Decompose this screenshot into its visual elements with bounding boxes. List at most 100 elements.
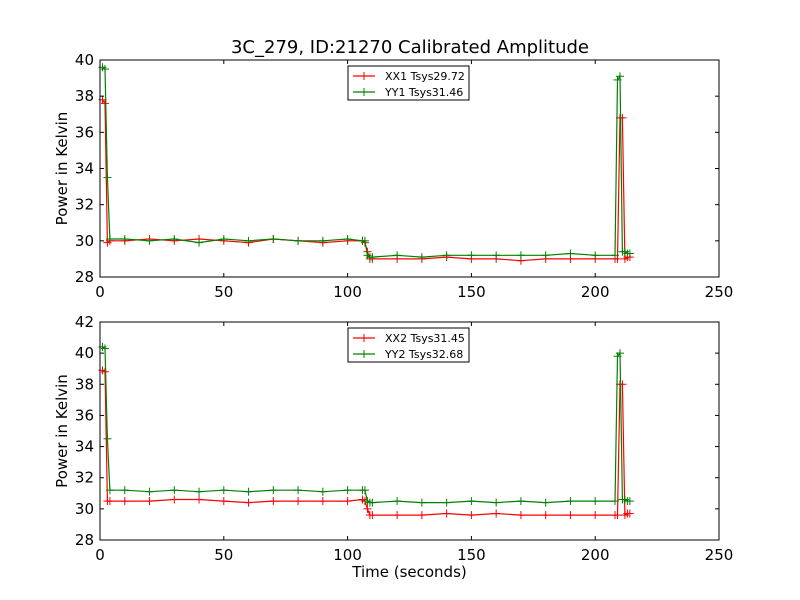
- legend-box: [347, 327, 470, 363]
- x-tick-label: 100: [333, 546, 362, 564]
- data-point: [625, 497, 634, 506]
- data-point: [294, 486, 303, 495]
- data-point: [343, 486, 352, 495]
- data-point: [219, 235, 228, 244]
- data-point: [625, 509, 634, 518]
- data-point: [467, 497, 476, 506]
- y-tick-label: 34: [75, 160, 94, 178]
- data-point: [541, 498, 550, 507]
- data-point: [294, 497, 303, 506]
- x-axis-label: Time (seconds): [351, 563, 467, 581]
- data-point: [611, 251, 620, 260]
- data-point: [368, 498, 377, 507]
- data-point: [516, 511, 525, 520]
- x-tick-label: 250: [705, 546, 734, 564]
- y-tick-label: 36: [75, 123, 94, 141]
- legend-box: [347, 65, 470, 101]
- data-point: [170, 495, 179, 504]
- data-point: [120, 497, 129, 506]
- data-point: [442, 498, 451, 507]
- data-point: [105, 235, 114, 244]
- data-point: [393, 251, 402, 260]
- data-point: [103, 434, 112, 443]
- axes-frame: [99, 321, 720, 541]
- data-point: [195, 487, 204, 496]
- data-point: [195, 495, 204, 504]
- data-point: [318, 236, 327, 245]
- data-point: [541, 511, 550, 520]
- chart-panel-bottom: 0 50 100 150 200 250 28 30 32 34 36 38 40 42 Power in …: [53, 313, 733, 581]
- data-point: [368, 253, 377, 262]
- legend-entry-label: YY2 Tsys32.68: [384, 348, 463, 361]
- y-tick-label: 40: [75, 344, 94, 362]
- data-point: [269, 497, 278, 506]
- data-point: [269, 486, 278, 495]
- data-point: [269, 235, 278, 244]
- data-point: [244, 236, 253, 245]
- series-line-1: [102, 99, 630, 262]
- data-point: [541, 251, 550, 260]
- data-point: [611, 497, 620, 506]
- data-point: [318, 497, 327, 506]
- data-point: [566, 511, 575, 520]
- data-point: [417, 511, 426, 520]
- data-point: [120, 235, 129, 244]
- data-point: [219, 486, 228, 495]
- y-tick-label: 36: [75, 406, 94, 424]
- data-point: [467, 251, 476, 260]
- y-tick-label: 28: [75, 531, 94, 549]
- data-point: [492, 498, 501, 507]
- data-point: [244, 498, 253, 507]
- y-tick-label: 30: [75, 500, 94, 518]
- x-tick-label: 0: [95, 546, 105, 564]
- x-tick-label: 100: [333, 283, 362, 301]
- data-point: [318, 487, 327, 496]
- data-point: [363, 504, 372, 513]
- y-axis-label: Power in Kelvin: [53, 374, 71, 488]
- x-tick-label: 200: [581, 546, 610, 564]
- data-point: [492, 251, 501, 260]
- data-point: [145, 497, 154, 506]
- x-tick-label: 50: [214, 283, 233, 301]
- data-point: [467, 511, 476, 520]
- data-point: [618, 113, 627, 122]
- data-point: [566, 497, 575, 506]
- legend-entry-label: XX2 Tsys31.45: [385, 332, 465, 345]
- x-tick-label: 150: [457, 546, 486, 564]
- x-tick-label: 250: [705, 283, 734, 301]
- series-line-2: [102, 346, 630, 504]
- data-point: [343, 235, 352, 244]
- data-point: [618, 380, 627, 389]
- data-point: [219, 497, 228, 506]
- y-tick-label: 32: [75, 196, 94, 214]
- data-point: [393, 497, 402, 506]
- data-point: [105, 497, 114, 506]
- data-point: [393, 511, 402, 520]
- data-point: [417, 498, 426, 507]
- data-point: [492, 509, 501, 518]
- data-point: [625, 249, 634, 258]
- data-point: [195, 238, 204, 247]
- y-tick-label: 40: [75, 51, 94, 69]
- data-point: [294, 236, 303, 245]
- x-tick-label: 50: [214, 546, 233, 564]
- data-point: [120, 486, 129, 495]
- legend: XX2 Tsys31.45 YY2 Tsys32.68: [347, 327, 470, 363]
- x-tick-label: 200: [581, 283, 610, 301]
- data-point: [368, 511, 377, 520]
- y-tick-label: 30: [75, 232, 94, 250]
- data-point: [516, 497, 525, 506]
- legend-entry-label: YY1 Tsys31.46: [384, 86, 463, 99]
- data-point: [360, 236, 369, 245]
- y-tick-label: 28: [75, 268, 94, 286]
- data-point: [170, 486, 179, 495]
- data-point: [170, 235, 179, 244]
- y-axis-label: Power in Kelvin: [53, 112, 71, 226]
- data-point: [591, 511, 600, 520]
- data-point: [566, 249, 575, 258]
- data-point: [100, 344, 109, 353]
- x-tick-label: 0: [95, 283, 105, 301]
- data-point: [105, 486, 114, 495]
- legend-entry-label: XX1 Tsys29.72: [385, 70, 465, 83]
